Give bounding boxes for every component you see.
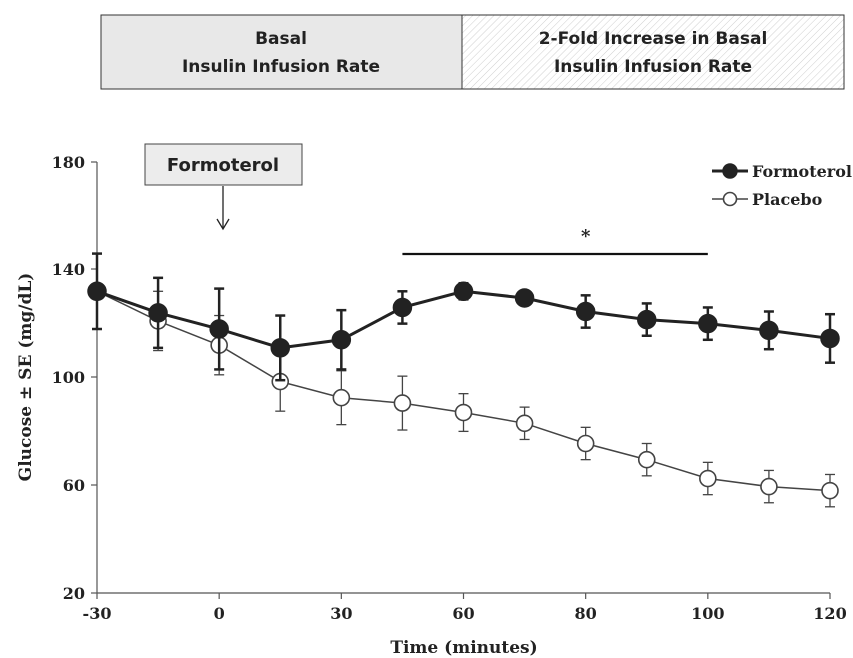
open-circle-icon xyxy=(722,191,738,207)
placebo-point xyxy=(332,388,351,407)
placebo-point xyxy=(454,403,473,422)
x-tick-label: 120 xyxy=(813,604,846,623)
series-layer xyxy=(87,252,840,508)
y-tick-label: 60 xyxy=(63,476,85,495)
formoterol-point xyxy=(698,313,718,334)
legend: Formoterol Placebo xyxy=(712,162,852,209)
formoterol-point xyxy=(87,281,107,302)
phase-box-basal: Basal Insulin Infusion Rate xyxy=(100,14,463,90)
y-tick-label: 20 xyxy=(63,584,85,603)
series-placebo xyxy=(88,282,839,508)
formoterol-annotation-label: Formoterol xyxy=(167,155,279,176)
formoterol-point xyxy=(820,328,840,349)
legend-label-formoterol: Formoterol xyxy=(752,162,852,181)
significance-asterisk: * xyxy=(581,226,591,247)
y-tick-label: 100 xyxy=(52,368,85,387)
phase-box-increase: 2-Fold Increase in Basal Insulin Infusio… xyxy=(461,14,845,90)
y-ticks: 20 60 100 140 180 xyxy=(52,153,97,603)
formoterol-point xyxy=(148,303,168,323)
x-tick-label: -30 xyxy=(83,604,112,623)
placebo-point xyxy=(821,481,839,500)
formoterol-point xyxy=(759,320,779,341)
formoterol-point xyxy=(637,309,657,330)
placebo-point xyxy=(515,414,534,433)
formoterol-point xyxy=(453,281,474,302)
series-formoterol xyxy=(87,252,840,382)
formoterol-point xyxy=(392,297,413,318)
x-tick-label: 100 xyxy=(691,604,724,623)
x-ticks: -30 0 30 60 80 100 120 xyxy=(83,593,847,623)
placebo-point xyxy=(760,477,778,496)
placebo-point xyxy=(393,394,412,412)
x-tick-label: 80 xyxy=(575,604,597,623)
legend-label-placebo: Placebo xyxy=(752,190,823,209)
y-tick-label: 140 xyxy=(52,260,85,279)
formoterol-point xyxy=(331,330,352,350)
placebo-point xyxy=(576,434,595,453)
down-arrow-icon xyxy=(216,186,230,231)
x-axis-label: Time (minutes) xyxy=(390,638,537,658)
formoterol-point xyxy=(514,288,535,308)
formoterol-point xyxy=(575,301,596,322)
x-tick-label: 30 xyxy=(330,604,352,623)
filled-circle-icon xyxy=(722,163,738,179)
formoterol-annotation: Formoterol xyxy=(144,143,303,186)
phase-increase-line2: Insulin Infusion Rate xyxy=(554,57,752,77)
placebo-line xyxy=(96,290,831,492)
placebo-point xyxy=(699,469,717,488)
formoterol-point xyxy=(270,338,290,358)
x-tick-label: 60 xyxy=(452,604,474,623)
phase-basal-line2: Insulin Infusion Rate xyxy=(182,57,380,77)
phase-basal-line1: Basal xyxy=(255,29,307,49)
formoterol-point xyxy=(209,319,229,339)
placebo-point xyxy=(637,450,656,469)
legend-item-placebo: Placebo xyxy=(712,190,823,209)
legend-item-formoterol: Formoterol xyxy=(712,162,852,181)
phase-increase-line1: 2-Fold Increase in Basal xyxy=(539,29,768,49)
y-axis-label: Glucose ± SE (mg/dL) xyxy=(16,273,36,482)
y-tick-label: 180 xyxy=(52,153,85,172)
x-tick-label: 0 xyxy=(214,604,225,623)
